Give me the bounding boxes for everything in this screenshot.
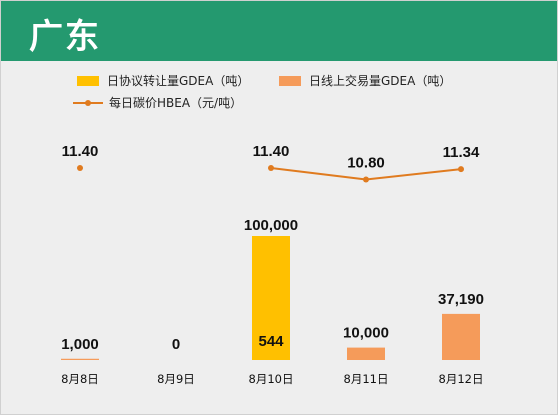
data-label-price-4: 10.80: [347, 155, 385, 172]
price-point-1: [77, 165, 83, 171]
data-label-online-5: 37,190: [438, 291, 484, 308]
data-label-online-1: 1,000: [61, 336, 99, 353]
x-tick-label-4: 8月11日: [344, 372, 389, 386]
legend-swatch-online: [279, 76, 301, 86]
x-tick-label-5: 8月12日: [439, 372, 484, 386]
bar-agreement-3: [252, 236, 290, 360]
price-line: [270, 167, 462, 181]
data-label-price-5: 11.34: [443, 144, 480, 161]
bar-online-4: [347, 347, 385, 360]
legend-label-price: 每日碳价HBEA（元/吨）: [109, 96, 243, 110]
data-label-price-1: 11.40: [62, 143, 99, 160]
legend-label-agreement: 日协议转让量GDEA（吨）: [107, 74, 250, 88]
x-tick-label-3: 8月10日: [249, 372, 294, 386]
legend-label-online: 日线上交易量GDEA（吨）: [309, 74, 452, 88]
page-title: 广东: [29, 17, 101, 57]
price-point-3: [268, 165, 274, 171]
legend-swatch-agreement: [77, 76, 99, 86]
data-label-online-2: 0: [172, 336, 180, 353]
data-label-online-3: 544: [258, 333, 284, 350]
legend-marker-price: [85, 100, 91, 106]
x-tick-label-1: 8月8日: [61, 372, 99, 386]
price-point-4: [363, 176, 369, 183]
price-point-5: [458, 166, 464, 173]
data-label-agreement-3: 100,000: [244, 217, 298, 234]
bar-online-1: [61, 358, 99, 360]
x-tick-label-2: 8月9日: [157, 372, 195, 386]
header-bar: 广东: [1, 1, 557, 61]
bar-online-5: [442, 313, 480, 360]
data-label-price-3: 11.40: [253, 143, 290, 160]
data-label-online-4: 10,000: [343, 325, 389, 342]
